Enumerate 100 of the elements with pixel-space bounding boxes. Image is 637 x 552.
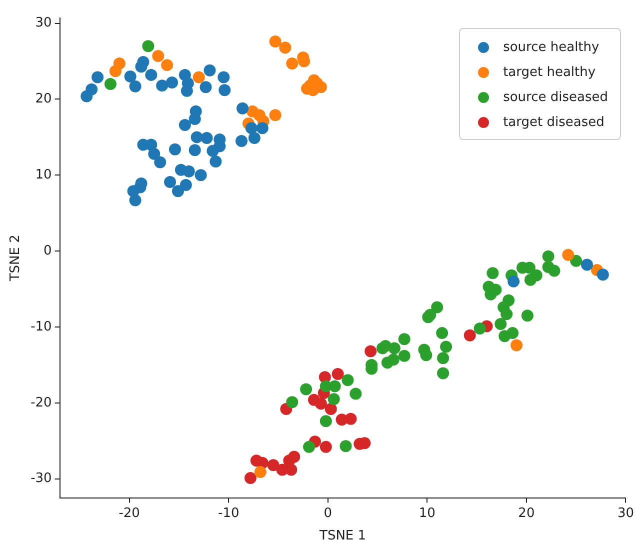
point [236, 134, 248, 147]
point [200, 81, 212, 94]
point [152, 50, 164, 62]
point [521, 310, 534, 322]
point [180, 84, 193, 97]
point [486, 267, 499, 280]
point [420, 349, 432, 362]
point [142, 40, 154, 52]
point [286, 58, 298, 70]
legend-label: target healthy [503, 65, 596, 80]
point [180, 179, 192, 192]
point [320, 380, 332, 392]
point [178, 119, 191, 132]
point [92, 71, 104, 84]
point [500, 308, 513, 320]
point [161, 59, 174, 72]
point [474, 322, 486, 335]
point [218, 84, 231, 96]
point [344, 412, 357, 425]
x-tick-label: 0 [324, 506, 332, 521]
point [431, 301, 444, 314]
point [596, 268, 609, 281]
point [104, 78, 116, 90]
point [437, 352, 450, 364]
point [267, 459, 280, 472]
legend-label: source healthy [503, 40, 600, 55]
point [236, 102, 249, 114]
point [244, 472, 256, 484]
y-tick-label: -30 [30, 471, 52, 486]
point [154, 156, 166, 168]
point [269, 109, 282, 122]
point [129, 194, 142, 206]
x-tick-label: 20 [518, 506, 535, 521]
y-tick-label: 30 [35, 16, 52, 31]
point [188, 144, 201, 156]
point [570, 254, 582, 267]
point [218, 71, 230, 84]
point [342, 374, 354, 386]
point [109, 65, 122, 78]
point [332, 368, 344, 380]
legend-label: target diseased [503, 115, 604, 130]
point [364, 345, 377, 358]
point [510, 339, 523, 352]
point [562, 248, 574, 261]
point [398, 350, 410, 362]
point [206, 144, 219, 157]
point [166, 76, 178, 89]
point [129, 80, 142, 92]
point [524, 274, 536, 286]
point [350, 388, 362, 400]
point [542, 250, 554, 262]
point [156, 80, 168, 92]
point [300, 383, 312, 396]
point [254, 466, 266, 478]
point [200, 132, 213, 144]
y-tick-label: -10 [30, 319, 52, 334]
point [124, 70, 136, 82]
point [320, 415, 332, 428]
point [279, 42, 292, 54]
y-tick-label: 20 [35, 92, 52, 107]
point [194, 169, 207, 182]
point [376, 342, 388, 354]
point [303, 440, 316, 453]
point [381, 356, 394, 369]
y-tick-label: 10 [35, 168, 52, 183]
point [164, 176, 176, 188]
point [328, 393, 340, 406]
point [464, 329, 476, 342]
point [581, 258, 594, 271]
point [436, 327, 448, 340]
point [204, 64, 216, 76]
point [340, 440, 352, 452]
point [320, 440, 332, 453]
y-axis-title: TSNE 2 [8, 234, 24, 282]
point [269, 36, 282, 48]
x-tick-label: 30 [617, 506, 634, 521]
point [245, 122, 258, 134]
y-tick-label: 0 [44, 243, 52, 258]
point [135, 60, 148, 73]
y-tick-label: -20 [30, 395, 52, 410]
point [172, 185, 184, 198]
point [440, 340, 452, 353]
point [437, 367, 450, 380]
point [288, 450, 300, 463]
point [508, 275, 520, 288]
point [80, 90, 93, 102]
point [398, 333, 410, 346]
point [248, 132, 260, 144]
point [192, 71, 205, 84]
point [424, 308, 436, 321]
x-tick-label: 10 [418, 506, 436, 521]
point [182, 165, 195, 178]
point [210, 155, 222, 168]
point [169, 143, 181, 156]
point [256, 122, 268, 134]
x-tick-label: -20 [118, 506, 140, 521]
point [145, 68, 158, 81]
point [548, 264, 560, 277]
point [148, 148, 160, 160]
x-tick-label: -10 [218, 506, 240, 521]
